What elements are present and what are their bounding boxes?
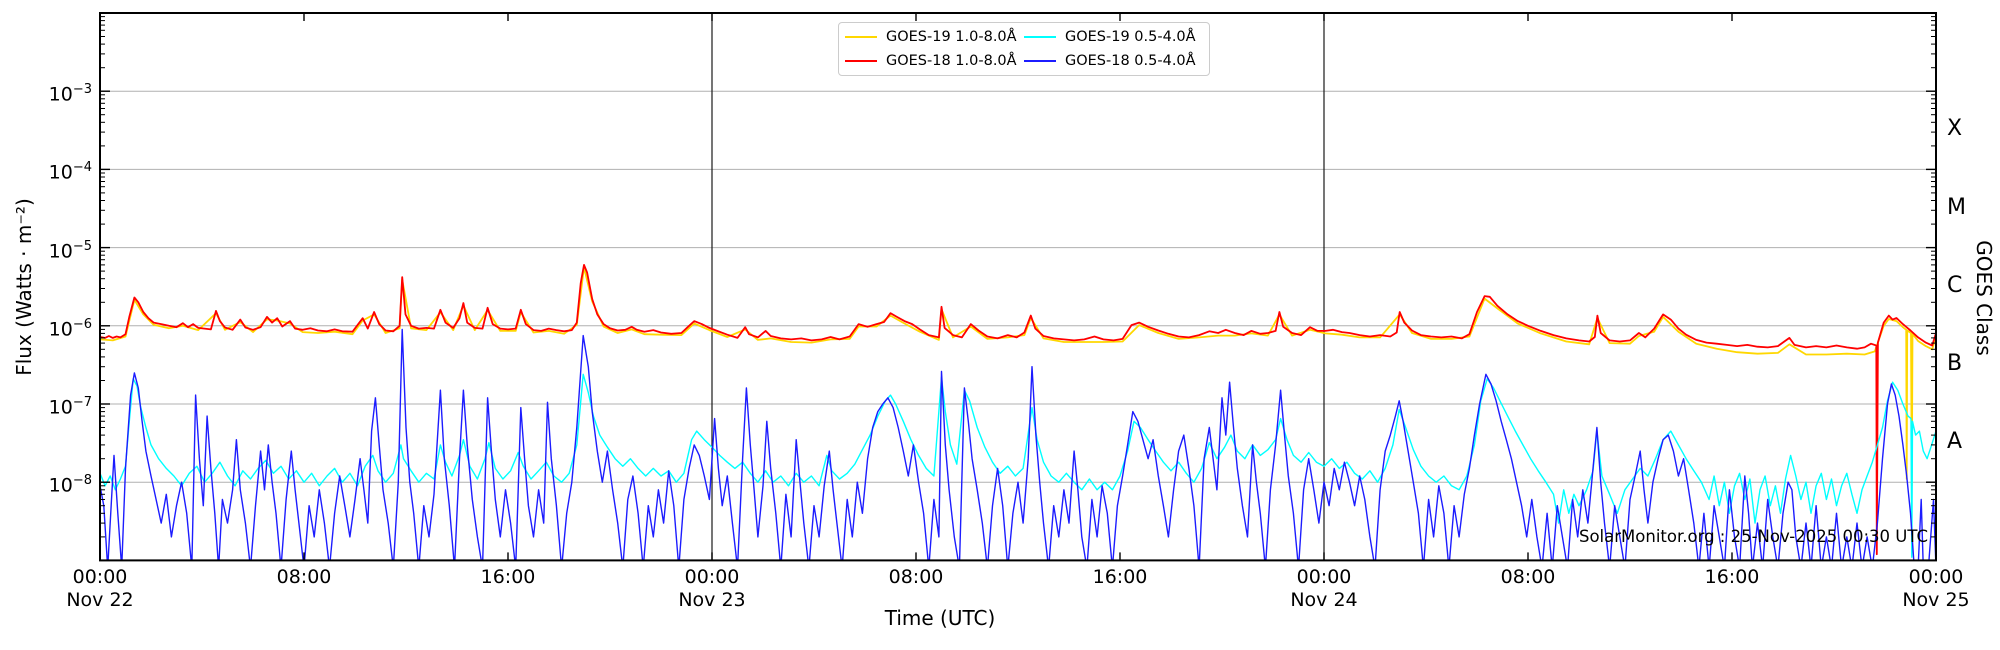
goes-class-letter: M (1947, 194, 1966, 220)
x-tick-time-label: 00:00 (72, 566, 128, 588)
series-line-3 (100, 328, 1936, 561)
goes-class-letter: B (1947, 350, 1963, 376)
x-tick-time-label: 00:00 (1908, 566, 1964, 588)
legend-line-swatch (845, 60, 877, 62)
y-tick-label: 10−7 (48, 395, 92, 419)
x-tick-date-label: Nov 23 (678, 589, 746, 611)
legend-entry: GOES-18 1.0-8.0Å (845, 53, 1024, 69)
y-axis-label: Flux (Watts · m⁻²) (12, 198, 36, 376)
x-tick-time-label: 16:00 (1704, 566, 1760, 588)
y-tick-label: 10−6 (48, 316, 92, 341)
goes-class-letter: A (1947, 429, 1963, 455)
goes-class-letter: X (1947, 116, 1963, 142)
legend-label: GOES-18 0.5-4.0Å (1065, 53, 1196, 69)
y-tick-label: 10−8 (48, 473, 92, 497)
legend-label: GOES-19 1.0-8.0Å (886, 29, 1017, 45)
watermark: SolarMonitor.org : 25-Nov-2025 00:30 UTC (1578, 527, 1928, 546)
series-line-1 (100, 264, 1936, 556)
legend-line-swatch (1024, 36, 1056, 38)
right-axis-label: GOES Class (1972, 240, 1996, 356)
x-tick-time-label: 16:00 (1092, 566, 1148, 588)
plot-frame (99, 12, 1937, 562)
x-axis-label: Time (UTC) (884, 606, 996, 630)
x-tick-date-label: Nov 22 (66, 589, 134, 611)
legend-entry: GOES-18 0.5-4.0Å (1024, 53, 1203, 69)
x-tick-time-label: 00:00 (684, 566, 740, 588)
legend-line-swatch (1024, 60, 1056, 62)
y-tick-label: 10−3 (48, 82, 92, 106)
x-tick-time-label: 08:00 (1500, 566, 1556, 588)
legend: GOES-19 1.0-8.0Å GOES-18 1.0-8.0Å GOES-19 … (838, 22, 1210, 76)
goes-class-letter: C (1947, 272, 1963, 298)
legend-entry: GOES-19 1.0-8.0Å (845, 29, 1024, 45)
x-tick-date-label: Nov 24 (1290, 589, 1358, 611)
legend-label: GOES-19 0.5-4.0Å (1065, 29, 1196, 45)
series-line-2 (100, 373, 1936, 558)
legend-entry: GOES-19 0.5-4.0Å (1024, 29, 1203, 45)
y-tick-label: 10−5 (48, 238, 92, 262)
series-line-0 (100, 266, 1936, 487)
x-tick-time-label: 08:00 (888, 566, 944, 588)
x-tick-date-label: Nov 25 (1902, 589, 1970, 611)
legend-label: GOES-18 1.0-8.0Å (886, 53, 1017, 69)
y-tick-label: 10−4 (48, 160, 92, 184)
x-tick-time-label: 16:00 (480, 566, 536, 588)
legend-line-swatch (845, 36, 877, 38)
x-tick-time-label: 00:00 (1296, 566, 1352, 588)
x-tick-time-label: 08:00 (276, 566, 332, 588)
